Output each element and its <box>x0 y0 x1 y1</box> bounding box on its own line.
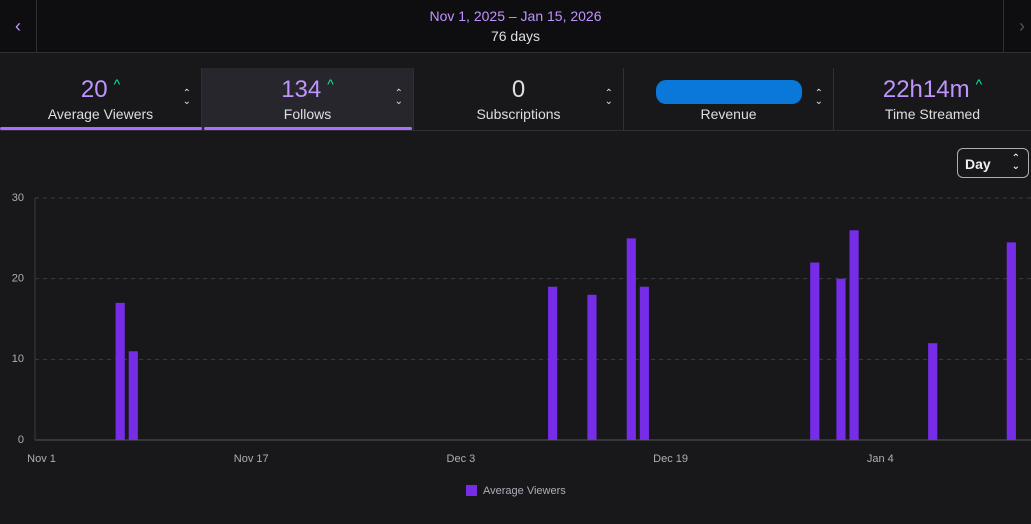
stat-tile[interactable]: 22h14m ^ Time Streamed <box>834 68 1031 130</box>
x-tick-label: Dec 19 <box>653 453 688 465</box>
legend-label: Average Viewers <box>483 485 566 497</box>
bar <box>849 230 859 440</box>
stat-label: Time Streamed <box>884 106 981 122</box>
redaction <box>655 80 802 104</box>
y-tick-label: 10 <box>12 353 24 365</box>
interval-value: Day <box>965 156 991 172</box>
x-tick-label: Nov 1 <box>27 453 56 465</box>
stat-tile[interactable]: 20 ^ Average Viewers ⌃ ⌄ <box>0 68 202 130</box>
stat-tile[interactable]: 0 Subscriptions ⌃ ⌄ <box>414 68 624 130</box>
stat-value: 20 <box>80 76 108 103</box>
trend-up: ^ <box>113 76 121 92</box>
trend-up: ^ <box>327 76 334 92</box>
bar <box>548 286 558 440</box>
sort-icon: ⌃ ⌄ <box>394 88 403 107</box>
stat-value: 134 <box>281 76 322 103</box>
date-header: ‹ Nov 1, 2025 – Jan 15, 2026 76 days › <box>0 0 1031 53</box>
stat-label: Revenue <box>700 106 757 122</box>
bar <box>626 238 636 440</box>
bar <box>128 351 138 440</box>
legend-swatch <box>466 485 477 496</box>
bar <box>115 302 125 440</box>
stat-label: Average Viewers <box>47 106 154 122</box>
selected-indicator <box>0 127 202 130</box>
duration: 76 days <box>490 28 541 44</box>
sort-icon: ⌃ ⌄ <box>182 88 191 107</box>
y-tick-label: 20 <box>12 273 24 285</box>
bar <box>928 343 938 440</box>
x-tick-label: Dec 3 <box>447 453 476 465</box>
stat-label: Subscriptions <box>476 106 561 122</box>
bar <box>1006 242 1016 440</box>
x-tick-label: Nov 17 <box>234 453 269 465</box>
stat-tile[interactable]: Revenue ⌃ ⌄ <box>624 68 834 130</box>
stat-label: Follows <box>283 106 332 122</box>
stat-value: 0 <box>511 76 526 103</box>
bar <box>639 286 649 440</box>
x-tick-label: Jan 4 <box>867 453 894 465</box>
stat-value: 22h14m <box>882 76 970 103</box>
prev-button[interactable]: ‹ <box>0 0 37 52</box>
stat-tile[interactable]: 134 ^ Follows ⌃ ⌄ <box>202 68 414 130</box>
trend-up: ^ <box>975 76 983 92</box>
selected-indicator <box>204 127 412 130</box>
sort-icon: ⌃ ⌄ <box>604 88 613 107</box>
date-range: Nov 1, 2025 – Jan 15, 2026 <box>429 8 602 24</box>
y-tick-label: 0 <box>18 434 24 446</box>
bar <box>587 294 597 440</box>
sort-icon: ⌃ ⌄ <box>814 88 823 107</box>
bar <box>810 262 820 440</box>
bar <box>836 278 846 440</box>
divider <box>0 130 1031 131</box>
y-tick-label: 30 <box>12 192 24 204</box>
next-button[interactable]: › <box>1003 0 1031 52</box>
interval-dropdown[interactable]: Day ⌃ ⌄ <box>957 148 1029 178</box>
